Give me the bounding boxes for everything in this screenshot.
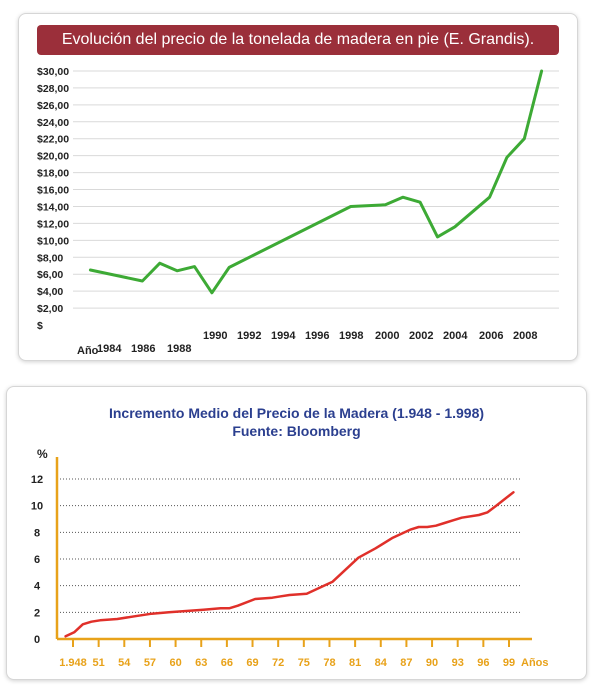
x-tick-label: 1996 [305, 330, 329, 342]
x-tick-label: 69 [246, 657, 258, 669]
chart-title: Incremento Medio del Precio de la Madera… [108, 405, 485, 421]
y-tick-label: $6,00 [37, 269, 63, 281]
series-line [64, 491, 515, 638]
y-tick-label: 0 [34, 634, 40, 646]
y-axis-label: % [37, 447, 48, 461]
x-tick-label: 1998 [339, 330, 363, 342]
chart-panel-price-increase: Incremento Medio del Precio de la Madera… [6, 386, 587, 680]
chart-subtitle: Fuente: Bloomberg [232, 423, 361, 439]
x-tick-label: 2002 [409, 330, 433, 342]
y-tick-label: $14,00 [37, 201, 69, 213]
x-tick-label: 87 [400, 657, 412, 669]
y-tick-label: $18,00 [37, 168, 69, 180]
x-axis-label: Años [521, 657, 549, 669]
y-tick-label: 6 [34, 554, 40, 566]
y-tick-label: 2 [34, 607, 40, 619]
series-line [88, 69, 544, 295]
line-chart-price-increase: 0 2 4 6 8 10 12 1.948 51 54 57 60 63 66 69 72 75 78 81 84 8… [31, 447, 549, 669]
y-tick-label: $ [37, 320, 43, 332]
y-tick-label: 4 [34, 581, 41, 593]
x-tick-label: 1986 [131, 343, 155, 355]
x-tick-label: 78 [323, 657, 335, 669]
y-tick-label: $16,00 [37, 185, 69, 197]
x-tick-label: 1992 [237, 330, 261, 342]
x-tick-label: 81 [349, 657, 361, 669]
x-tick-label: 75 [298, 657, 310, 669]
y-tick-label: $4,00 [37, 286, 63, 298]
x-tick-label: 93 [452, 657, 464, 669]
y-tick-label: $26,00 [37, 100, 69, 112]
x-tick-label: 1990 [203, 330, 227, 342]
x-tick-label: 72 [272, 657, 284, 669]
x-tick-label: 54 [118, 657, 131, 669]
y-tick-label: $10,00 [37, 235, 69, 247]
x-tick-label: 1994 [271, 330, 296, 342]
y-tick-label: $30,00 [37, 66, 69, 78]
x-tick-label: 63 [195, 657, 207, 669]
y-tick-label: $2,00 [37, 303, 63, 315]
y-tick-label: $28,00 [37, 83, 69, 95]
x-tick-label: 51 [93, 657, 105, 669]
x-tick-label: 60 [169, 657, 181, 669]
x-axis-label: Año [77, 345, 99, 357]
chart-panel-wood-price: Evolución del precio de la tonelada de m… [18, 13, 578, 361]
chart-title: Evolución del precio de la tonelada de m… [37, 25, 559, 55]
x-tick-label: 2000 [375, 330, 399, 342]
line-chart-wood-price: $ $2,00 $4,00 $6,00 $8,00 $10,00 $12,00 $14,00 $… [37, 66, 559, 357]
x-tick-label: 2006 [479, 330, 503, 342]
x-tick-label: 90 [426, 657, 438, 669]
x-tick-label: 1988 [167, 343, 191, 355]
x-tick-label: 2004 [443, 330, 468, 342]
y-tick-label: $8,00 [37, 252, 63, 264]
y-tick-label: $12,00 [37, 218, 69, 230]
x-tick-label: 57 [144, 657, 156, 669]
x-tick-label: 1984 [97, 343, 122, 355]
x-tick-label: 84 [375, 657, 388, 669]
x-tick-label: 2008 [513, 330, 537, 342]
y-tick-label: $20,00 [37, 151, 69, 163]
x-tick-label: 96 [477, 657, 489, 669]
y-tick-label: 8 [34, 527, 40, 539]
y-tick-label: 12 [31, 474, 43, 486]
x-tick-label: 99 [503, 657, 515, 669]
x-tick-label: 66 [221, 657, 233, 669]
y-tick-label: $22,00 [37, 134, 69, 146]
y-tick-label: 10 [31, 501, 43, 513]
y-tick-label: $24,00 [37, 117, 69, 129]
x-tick-label: 1.948 [59, 657, 87, 669]
